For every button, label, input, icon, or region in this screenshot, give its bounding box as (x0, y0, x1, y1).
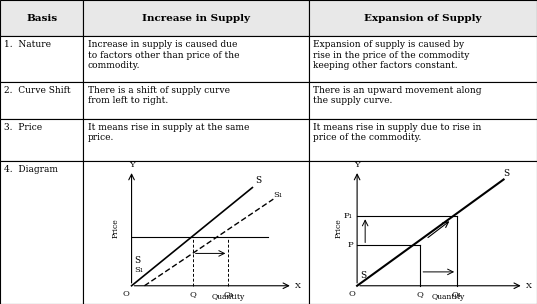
Text: Q₁: Q₁ (452, 290, 462, 298)
Text: X: X (295, 282, 301, 290)
Text: 2.  Curve Shift: 2. Curve Shift (4, 86, 71, 95)
Bar (83, 119, 309, 161)
Text: 3.  Price: 3. Price (4, 123, 42, 132)
Text: Price: Price (335, 218, 342, 238)
Text: Basis: Basis (26, 14, 57, 23)
Text: S: S (360, 271, 366, 280)
Text: S: S (134, 256, 140, 265)
Text: Quantity: Quantity (212, 293, 245, 301)
Bar (309, 0, 537, 36)
Text: It means rise in supply due to rise in
price of the commodity.: It means rise in supply due to rise in p… (313, 123, 482, 142)
Text: Y: Y (354, 161, 360, 169)
Text: X: X (526, 282, 532, 290)
Bar (0, 82, 83, 119)
Text: P₁: P₁ (344, 212, 353, 220)
Bar (309, 161, 537, 304)
Text: Expansion of Supply: Expansion of Supply (364, 14, 482, 23)
Text: There is an upward movement along
the supply curve.: There is an upward movement along the su… (313, 86, 482, 105)
Text: O: O (349, 290, 355, 298)
Bar (0, 36, 83, 82)
Text: Y: Y (129, 161, 134, 169)
Text: P: P (347, 241, 353, 249)
Bar (83, 161, 309, 304)
Text: There is a shift of supply curve
from left to right.: There is a shift of supply curve from le… (88, 86, 229, 105)
Text: O: O (123, 290, 129, 298)
Text: Price: Price (112, 218, 119, 238)
Text: S: S (504, 169, 510, 178)
Text: Quantity: Quantity (432, 293, 465, 301)
Bar (0, 119, 83, 161)
Text: It means rise in supply at the same
price.: It means rise in supply at the same pric… (88, 123, 249, 142)
Text: S₁: S₁ (134, 266, 143, 274)
Bar (0, 0, 83, 36)
Bar (309, 82, 537, 119)
Bar (309, 36, 537, 82)
Text: 4.  Diagram: 4. Diagram (4, 165, 59, 174)
Bar (83, 82, 309, 119)
Text: Expansion of supply is caused by
rise in the price of the commodity
keeping othe: Expansion of supply is caused by rise in… (313, 40, 469, 70)
Text: Q: Q (190, 290, 196, 298)
Text: S: S (256, 176, 262, 185)
Bar (83, 0, 309, 36)
Text: 1.  Nature: 1. Nature (4, 40, 52, 50)
Text: Q: Q (417, 290, 424, 298)
Bar (83, 36, 309, 82)
Text: Q₁: Q₁ (223, 290, 233, 298)
Bar (309, 119, 537, 161)
Text: Increase in supply is caused due
to factors other than price of the
commodity.: Increase in supply is caused due to fact… (88, 40, 239, 70)
Text: S₁: S₁ (273, 191, 282, 199)
Text: Increase in Supply: Increase in Supply (142, 14, 250, 23)
Bar (0, 161, 83, 304)
